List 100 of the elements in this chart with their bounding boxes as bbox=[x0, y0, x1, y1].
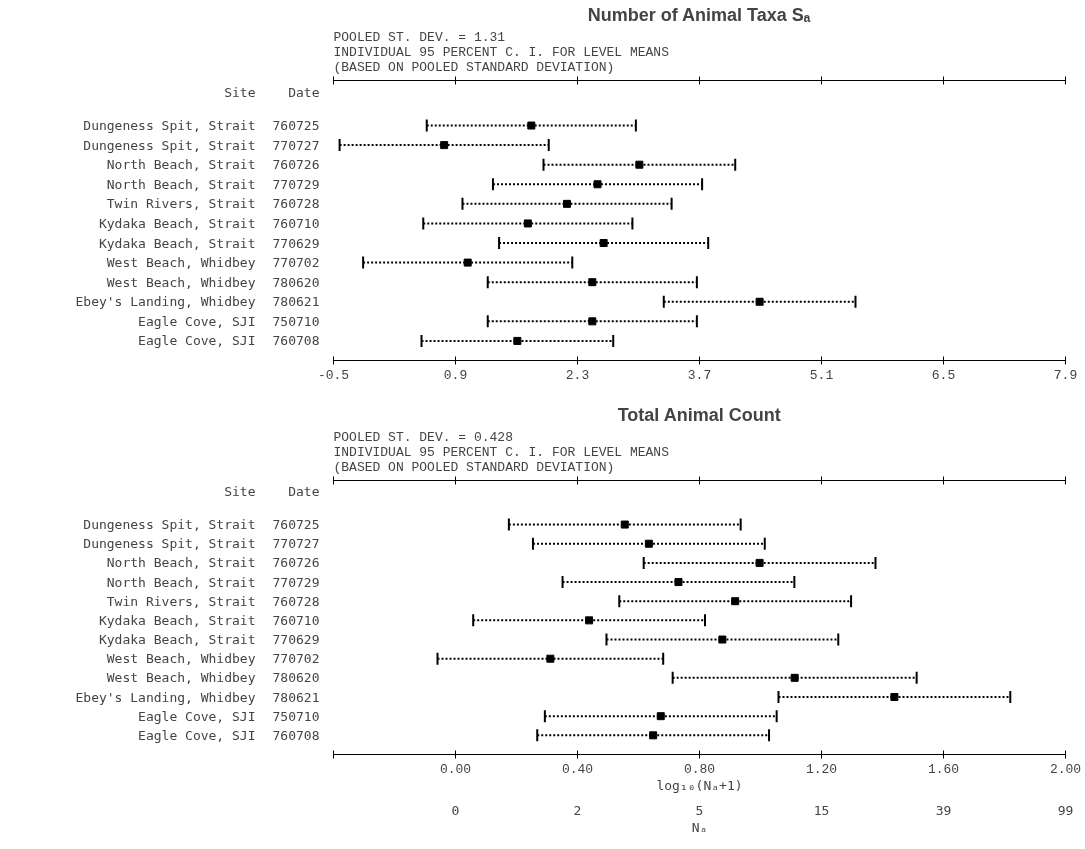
y2-tick-label: 760725 bbox=[272, 517, 320, 533]
y-tick-label: Dungeness Spit, Strait bbox=[83, 536, 256, 552]
x-tick-label: 0.00 bbox=[439, 761, 472, 777]
y-tick-label: North Beach, Strait bbox=[106, 157, 256, 173]
point bbox=[599, 239, 608, 248]
y-tick-label: Ebey's Landing, Whidbey bbox=[75, 294, 256, 310]
y-tick-label: Twin Rivers, Strait bbox=[106, 593, 256, 609]
x-tick-label: 1.20 bbox=[805, 761, 838, 777]
point bbox=[890, 693, 899, 702]
y2-tick-label: 760708 bbox=[272, 333, 320, 349]
point bbox=[731, 597, 740, 606]
point bbox=[649, 731, 658, 740]
y-tick-label: North Beach, Strait bbox=[106, 555, 256, 571]
y2-tick-label: 760726 bbox=[272, 157, 320, 173]
y2-tick-label: 770729 bbox=[272, 176, 320, 192]
y2-tick-label: 770702 bbox=[272, 651, 320, 667]
y2-tick-label: 770629 bbox=[272, 632, 320, 648]
y2-tick-label: 750710 bbox=[272, 313, 320, 329]
y2-tick-label: 760710 bbox=[272, 612, 320, 628]
y-tick-label: Kydaka Beach, Strait bbox=[98, 235, 256, 251]
x-tick-label: 1.60 bbox=[927, 761, 960, 777]
point bbox=[620, 520, 629, 529]
y-tick-label: West Beach, Whidbey bbox=[106, 670, 256, 686]
text: 0 bbox=[451, 802, 460, 818]
y2-tick-label: 770727 bbox=[272, 137, 320, 153]
y-tick-label: Ebey's Landing, Whidbey bbox=[75, 689, 256, 705]
text: 15 bbox=[813, 802, 830, 818]
point bbox=[593, 180, 602, 189]
point bbox=[790, 673, 799, 682]
y-tick-label: Dungeness Spit, Strait bbox=[83, 517, 256, 533]
y-tick-label: Eagle Cove, SJI bbox=[138, 708, 256, 724]
y-tick-label: West Beach, Whidbey bbox=[106, 255, 256, 271]
x-tick-label: 5.1 bbox=[809, 367, 834, 383]
point bbox=[523, 219, 532, 228]
chart-title: Total Animal Count bbox=[617, 404, 781, 425]
y2-tick-label: 760726 bbox=[272, 555, 320, 571]
y-tick-label: Kydaka Beach, Strait bbox=[98, 612, 256, 628]
y-tick-label: West Beach, Whidbey bbox=[106, 274, 256, 290]
x-tick-label: -0.5 bbox=[317, 367, 350, 383]
y-tick-label: North Beach, Strait bbox=[106, 574, 256, 590]
point bbox=[527, 121, 536, 130]
point bbox=[513, 336, 522, 345]
y-tick-label: Eagle Cove, SJI bbox=[138, 333, 256, 349]
point bbox=[644, 539, 653, 548]
x-tick-label: 6.5 bbox=[931, 367, 956, 383]
y2-tick-label: 780621 bbox=[272, 689, 320, 705]
y2-tick-label: 780620 bbox=[272, 670, 320, 686]
y2-tick-label: 770727 bbox=[272, 536, 320, 552]
x-axis-title: log₁₀(Nₐ+1) bbox=[656, 777, 743, 793]
chart-subtitle: POOLED ST. DEV. = 1.31 INDIVIDUAL 95 PERCENT C. I. FOR LEVEL MEANS (BASED ON POOLED STANDARD DEVIATION) bbox=[333, 29, 670, 75]
y2-tick-label: 760725 bbox=[272, 118, 320, 134]
y-tick-label: Eagle Cove, SJI bbox=[138, 313, 256, 329]
y2-tick-label: 770729 bbox=[272, 574, 320, 590]
y-axis-title: Site bbox=[224, 84, 256, 100]
chart-title: Number of Animal Taxa Sₐ bbox=[587, 4, 811, 25]
y2-axis-title: Date bbox=[288, 484, 320, 500]
x-tick-label: 0.9 bbox=[443, 367, 468, 383]
y2-tick-label: 760728 bbox=[272, 593, 320, 609]
x-tick-label: 0.80 bbox=[683, 761, 716, 777]
point bbox=[755, 558, 764, 567]
y2-tick-label: 770629 bbox=[272, 235, 320, 251]
y2-tick-label: 780620 bbox=[272, 274, 320, 290]
text: 2 bbox=[573, 802, 582, 818]
y2-tick-label: 770702 bbox=[272, 255, 320, 271]
point bbox=[585, 616, 594, 625]
point bbox=[588, 317, 597, 326]
y-tick-label: Dungeness Spit, Strait bbox=[83, 137, 256, 153]
y2-tick-label: 760710 bbox=[272, 215, 320, 231]
y-tick-label: North Beach, Strait bbox=[106, 176, 256, 192]
text: 5 bbox=[695, 802, 704, 818]
point bbox=[463, 258, 472, 267]
y-tick-label: Kydaka Beach, Strait bbox=[98, 632, 256, 648]
point bbox=[563, 199, 572, 208]
point bbox=[755, 297, 764, 306]
point bbox=[635, 160, 644, 169]
y-axis-title: Site bbox=[224, 484, 256, 500]
x-tick-label: 0.40 bbox=[561, 761, 594, 777]
y2-tick-label: 760728 bbox=[272, 196, 320, 212]
y-tick-label: Eagle Cove, SJI bbox=[138, 727, 256, 743]
x-tick-label: 3.7 bbox=[687, 367, 712, 383]
x-tick-label: 2.3 bbox=[565, 367, 590, 383]
y2-tick-label: 760708 bbox=[272, 727, 320, 743]
x-tick-label: 7.9 bbox=[1053, 367, 1078, 383]
y-tick-label: Dungeness Spit, Strait bbox=[83, 118, 256, 134]
y-tick-label: Kydaka Beach, Strait bbox=[98, 215, 256, 231]
x2-axis-title: Nₐ bbox=[691, 819, 708, 835]
text: 99 bbox=[1057, 802, 1074, 818]
point bbox=[674, 578, 683, 587]
y2-tick-label: 750710 bbox=[272, 708, 320, 724]
y-tick-label: Twin Rivers, Strait bbox=[106, 196, 256, 212]
text: 39 bbox=[935, 802, 952, 818]
y2-axis-title: Date bbox=[288, 84, 320, 100]
point bbox=[656, 712, 665, 721]
point bbox=[718, 635, 727, 644]
point bbox=[546, 654, 555, 663]
y-tick-label: West Beach, Whidbey bbox=[106, 651, 256, 667]
chart-subtitle: POOLED ST. DEV. = 0.428 INDIVIDUAL 95 PERCENT C. I. FOR LEVEL MEANS (BASED ON POOLED STANDARD DEVIATION) bbox=[333, 429, 670, 475]
point bbox=[588, 278, 597, 287]
point bbox=[440, 141, 449, 150]
y2-tick-label: 780621 bbox=[272, 294, 320, 310]
